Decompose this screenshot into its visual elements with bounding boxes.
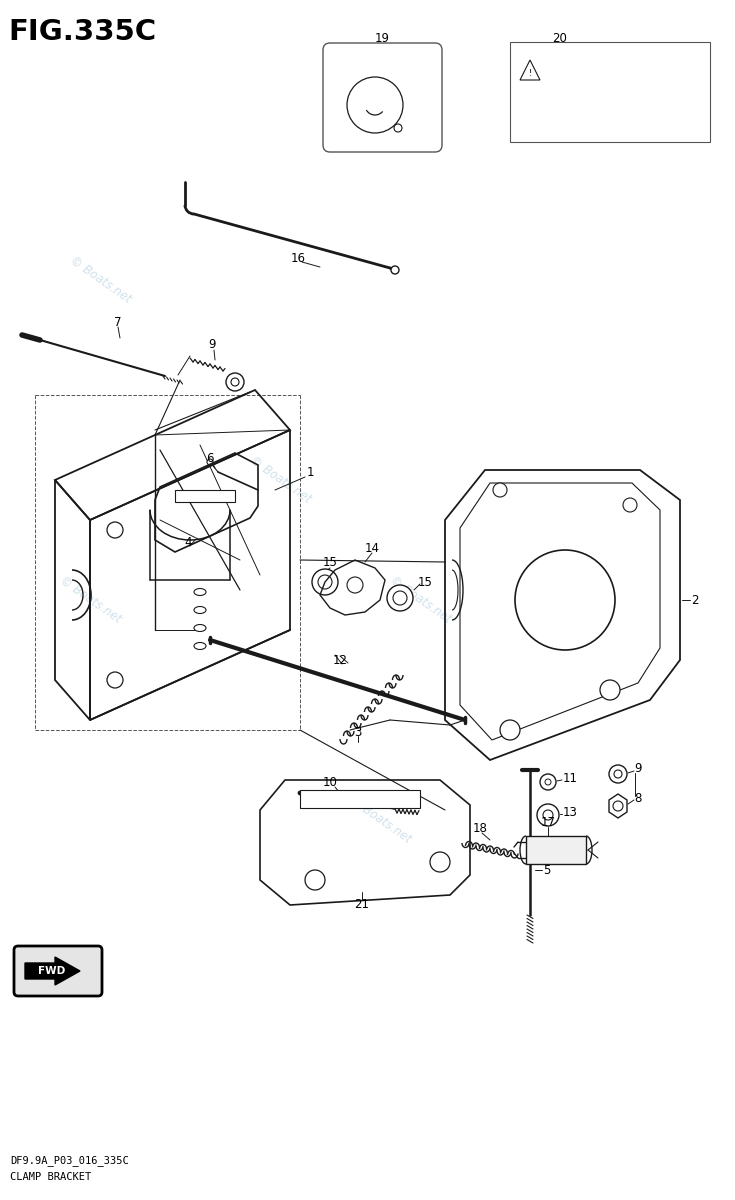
Circle shape <box>543 810 553 820</box>
Bar <box>526 836 586 864</box>
Circle shape <box>500 720 520 740</box>
Circle shape <box>226 373 244 391</box>
Circle shape <box>540 774 556 790</box>
Circle shape <box>387 584 413 611</box>
Text: 21: 21 <box>354 899 370 912</box>
Text: FWD: FWD <box>38 966 65 976</box>
Circle shape <box>393 590 407 605</box>
Text: 20: 20 <box>553 31 567 44</box>
Text: © Boats.net: © Boats.net <box>387 574 453 626</box>
Text: 3: 3 <box>354 726 362 738</box>
Text: 5: 5 <box>543 864 551 876</box>
Circle shape <box>347 77 403 133</box>
Circle shape <box>347 577 363 593</box>
Text: FIG.335C: FIG.335C <box>8 18 156 46</box>
Text: 10: 10 <box>323 776 337 790</box>
Circle shape <box>537 804 559 826</box>
Text: © Boats.net: © Boats.net <box>57 574 123 626</box>
Text: DF9.9A_P03_016_335C: DF9.9A_P03_016_335C <box>10 1154 129 1166</box>
Text: 9: 9 <box>634 762 642 775</box>
Circle shape <box>613 802 623 811</box>
Circle shape <box>391 266 399 274</box>
Circle shape <box>107 522 123 538</box>
Circle shape <box>394 124 402 132</box>
Bar <box>510 42 710 142</box>
Text: 18: 18 <box>473 822 487 834</box>
Circle shape <box>614 770 622 778</box>
Text: 7: 7 <box>114 316 122 329</box>
Text: 15: 15 <box>417 576 432 588</box>
Circle shape <box>231 378 239 386</box>
Text: 9: 9 <box>208 338 216 352</box>
Circle shape <box>609 766 627 782</box>
Text: 8: 8 <box>634 792 642 804</box>
Circle shape <box>623 498 637 512</box>
Circle shape <box>305 870 325 890</box>
Circle shape <box>312 569 338 595</box>
Text: 15: 15 <box>323 557 337 570</box>
Polygon shape <box>25 958 80 985</box>
Text: 16: 16 <box>290 252 306 264</box>
Circle shape <box>430 852 450 872</box>
Text: !: ! <box>528 68 531 78</box>
Circle shape <box>318 575 332 589</box>
Text: 2: 2 <box>691 594 699 606</box>
Text: © Boats.net: © Boats.net <box>67 254 133 306</box>
Circle shape <box>600 680 620 700</box>
Text: 17: 17 <box>540 816 556 828</box>
Circle shape <box>107 672 123 688</box>
Text: © Boats.net: © Boats.net <box>247 454 313 506</box>
Text: 12: 12 <box>332 654 348 666</box>
Circle shape <box>207 458 213 464</box>
Text: 13: 13 <box>562 805 578 818</box>
Text: 14: 14 <box>365 541 379 554</box>
Text: 4: 4 <box>184 535 192 548</box>
Bar <box>300 790 420 808</box>
Text: 19: 19 <box>375 31 390 44</box>
FancyBboxPatch shape <box>14 946 102 996</box>
Circle shape <box>515 550 615 650</box>
Bar <box>175 490 235 502</box>
Circle shape <box>545 779 551 785</box>
Text: © Boats.net: © Boats.net <box>347 794 413 846</box>
Circle shape <box>493 482 507 497</box>
Text: 11: 11 <box>562 772 578 785</box>
Text: 1: 1 <box>306 467 314 480</box>
Text: CLAMP BRACKET: CLAMP BRACKET <box>10 1172 91 1182</box>
Text: 6: 6 <box>207 451 214 464</box>
FancyBboxPatch shape <box>323 43 442 152</box>
